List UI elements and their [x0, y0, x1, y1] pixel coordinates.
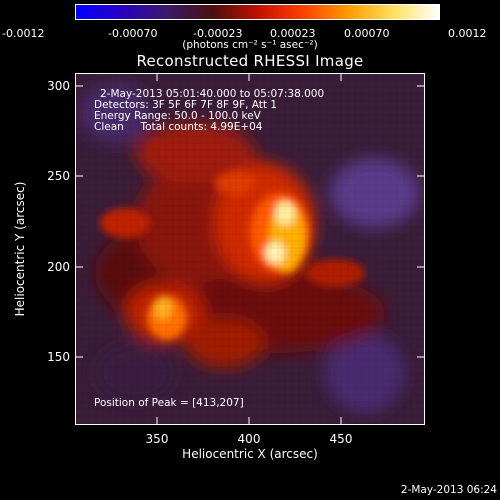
y-tick-label: 300: [47, 79, 70, 93]
clean-counts-label: Clean Total counts: 4.99E+04: [94, 121, 263, 133]
detectors-label: Detectors: 3F 5F 6F 7F 8F 9F, Att 1: [94, 99, 278, 111]
peak-position-label: Position of Peak = [413,207]: [94, 397, 244, 409]
colorbar-units: (photons cm⁻² s⁻¹ asec⁻²): [182, 39, 318, 51]
colorbar-tick: 0.00070: [344, 27, 390, 40]
x-tick-label: 400: [237, 432, 261, 446]
y-tick-label: 250: [47, 169, 70, 183]
time-range-label: 2-May-2013 05:01:40.000 to 05:07:38.000: [100, 88, 325, 100]
image-title: Reconstructed RHESSI Image: [136, 52, 364, 70]
colorbar-tick: 0.0012: [448, 27, 487, 40]
energy-range-label: Energy Range: 50.0 - 100.0 keV: [94, 110, 261, 122]
timestamp: 2-May-2013 06:24: [400, 484, 497, 496]
rhessi-image: [75, 73, 425, 425]
colorbar-tick: -0.00070: [108, 27, 158, 40]
colorbar-tick: -0.0012: [2, 27, 45, 40]
x-tick-label: 350: [145, 432, 169, 446]
x-tick-label: 450: [329, 432, 353, 446]
y-tick-label: 150: [47, 350, 70, 364]
y-axis-label: Heliocentric Y (arcsec): [13, 181, 27, 317]
colorbar-tick: -0.00023: [193, 27, 243, 40]
colorbar: [75, 4, 440, 20]
colorbar-tick: 0.00023: [270, 27, 316, 40]
x-axis-label: Heliocentric X (arcsec): [182, 447, 318, 461]
y-tick-label: 200: [47, 260, 70, 274]
